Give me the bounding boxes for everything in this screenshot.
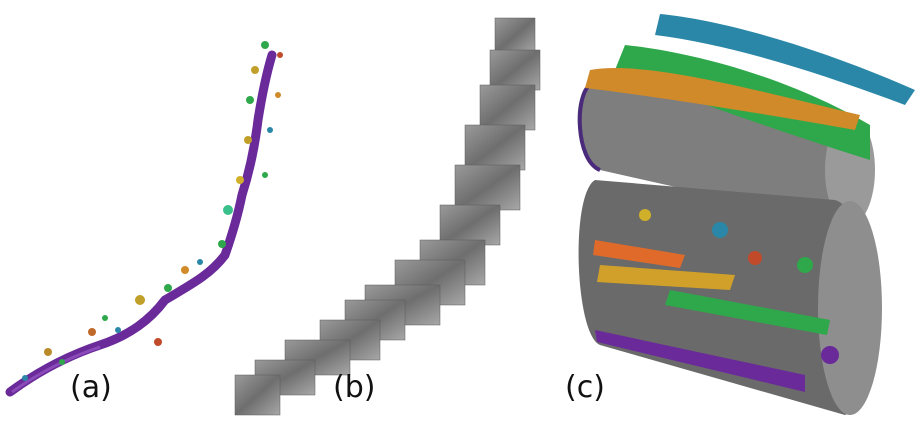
panel-b-label: (b) bbox=[333, 370, 376, 405]
top-cylinder bbox=[577, 14, 915, 225]
em-tile-stack bbox=[234, 17, 541, 416]
panel-c: (c) bbox=[565, 0, 921, 426]
volume-renderings bbox=[577, 14, 915, 415]
bottom-cylinder bbox=[578, 180, 882, 415]
panel-b: (b) bbox=[225, 0, 570, 426]
dendrite-shaft bbox=[5, 50, 277, 397]
spines bbox=[22, 41, 283, 381]
dendrite-reconstruction bbox=[5, 41, 283, 397]
panel-a: (a) bbox=[0, 0, 300, 426]
panel-a-label: (a) bbox=[70, 370, 112, 405]
panel-c-label: (c) bbox=[565, 370, 605, 405]
